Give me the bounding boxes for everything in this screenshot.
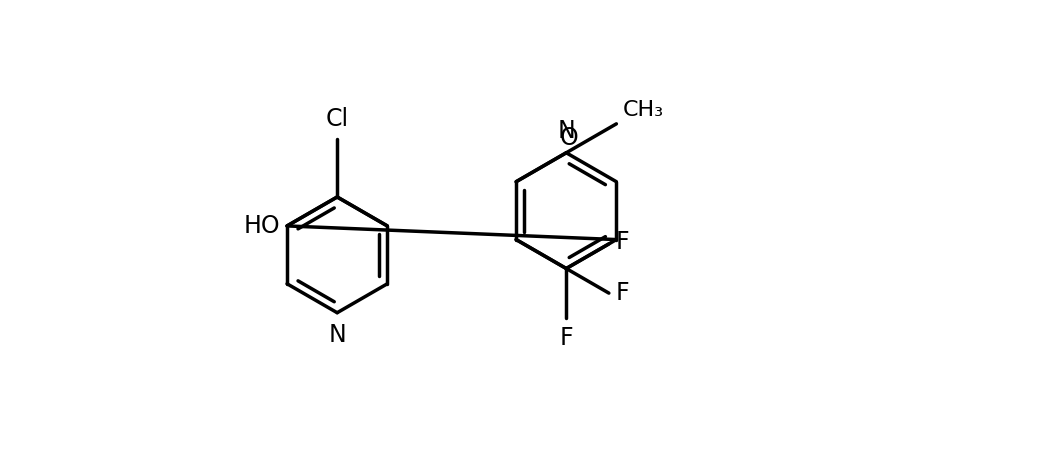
- Text: N: N: [329, 323, 346, 347]
- Text: O: O: [560, 126, 579, 149]
- Text: N: N: [558, 119, 575, 143]
- Text: CH₃: CH₃: [623, 100, 664, 120]
- Text: F: F: [615, 229, 629, 254]
- Text: Cl: Cl: [326, 107, 349, 131]
- Text: HO: HO: [244, 214, 280, 238]
- Text: F: F: [615, 281, 629, 305]
- Text: F: F: [560, 326, 573, 350]
